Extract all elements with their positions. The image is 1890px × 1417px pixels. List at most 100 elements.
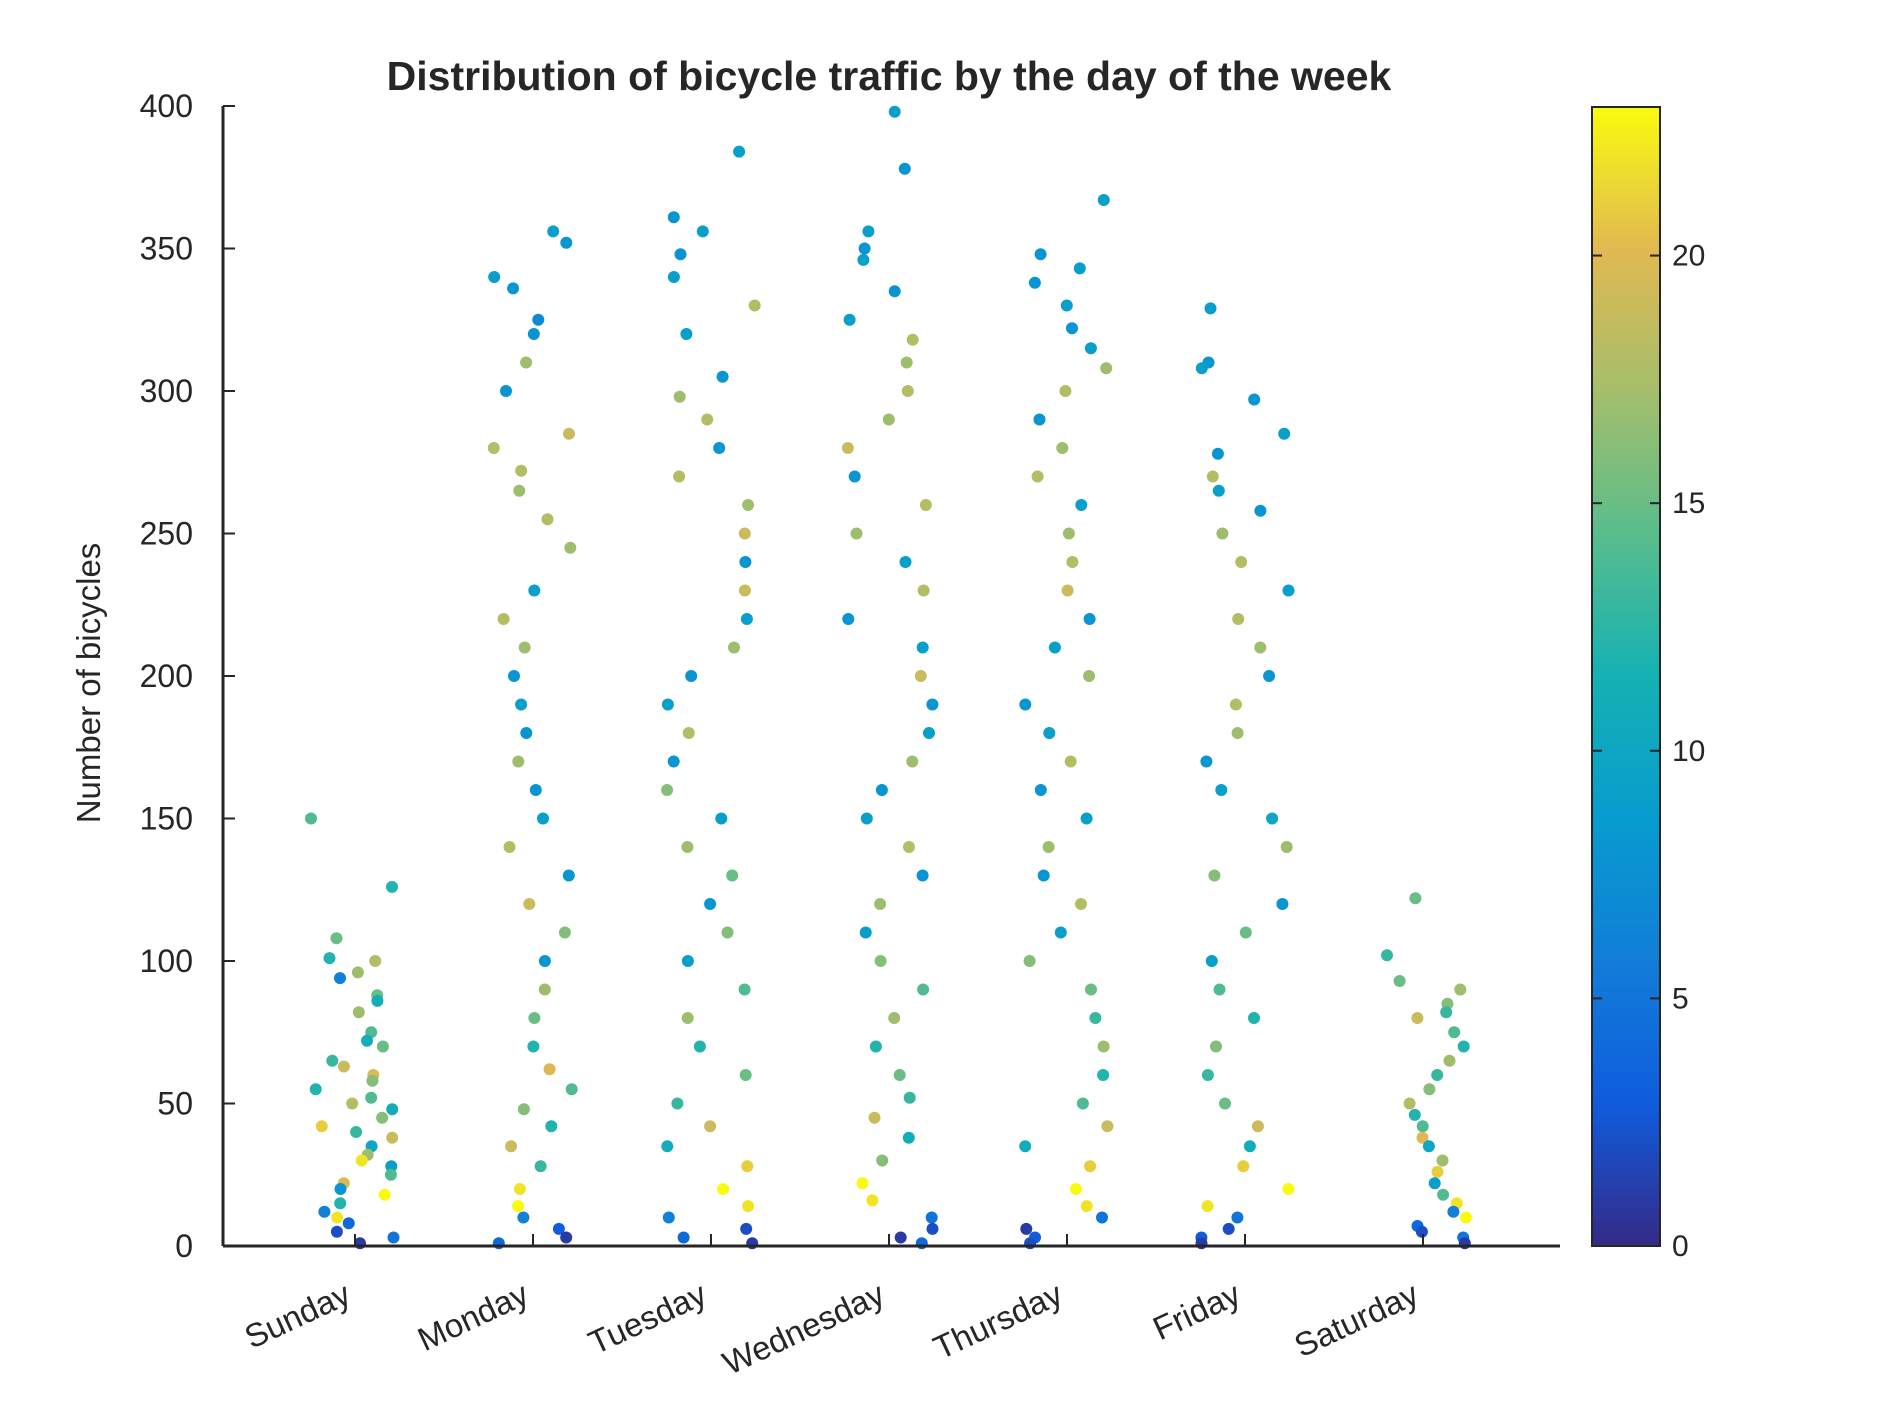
data-point xyxy=(1219,1097,1231,1110)
data-point xyxy=(527,1040,540,1053)
data-point xyxy=(1239,926,1252,939)
data-point xyxy=(1448,1026,1461,1039)
data-point xyxy=(680,328,693,340)
data-point xyxy=(926,1222,939,1235)
data-point xyxy=(1411,1012,1424,1024)
data-point xyxy=(899,556,912,568)
y-tick-label: 300 xyxy=(140,373,193,409)
data-point xyxy=(728,641,740,654)
data-point xyxy=(1028,276,1041,289)
data-point xyxy=(682,727,695,739)
data-point xyxy=(893,1069,906,1081)
data-point xyxy=(862,225,875,238)
data-point xyxy=(906,333,919,346)
data-point xyxy=(898,162,911,175)
y-tick-label: 150 xyxy=(140,801,193,837)
chart-title: Distribution of bicycle traffic by the d… xyxy=(387,53,1392,99)
data-point xyxy=(552,1222,565,1235)
data-point xyxy=(376,1040,389,1053)
data-point xyxy=(1282,1183,1295,1195)
data-point xyxy=(740,1222,753,1235)
data-point xyxy=(1019,698,1032,711)
data-point xyxy=(1254,641,1267,654)
data-point xyxy=(661,1140,674,1153)
data-point xyxy=(520,356,533,369)
data-point xyxy=(1033,413,1046,426)
data-point xyxy=(1431,1165,1444,1178)
data-point xyxy=(1222,1222,1235,1235)
data-point xyxy=(848,470,861,483)
data-point xyxy=(1042,841,1055,853)
data-point xyxy=(547,225,560,238)
data-point xyxy=(528,1012,541,1024)
data-point xyxy=(528,584,541,597)
data-point xyxy=(1393,975,1406,987)
data-point xyxy=(917,983,930,996)
data-point xyxy=(1066,556,1079,568)
data-point xyxy=(513,484,526,497)
data-point xyxy=(1097,194,1110,206)
data-point xyxy=(315,1120,328,1133)
data-point xyxy=(858,242,871,255)
data-point xyxy=(1235,556,1248,568)
data-point xyxy=(914,670,927,682)
data-point xyxy=(334,1183,347,1195)
data-point xyxy=(850,527,863,540)
data-point xyxy=(900,356,913,369)
data-point xyxy=(916,869,929,882)
data-point xyxy=(742,1200,755,1213)
data-point xyxy=(1403,1097,1416,1110)
data-point xyxy=(500,385,512,397)
data-point xyxy=(1089,1012,1102,1024)
colorbar xyxy=(1591,106,1661,1247)
data-point xyxy=(361,1034,373,1047)
data-point xyxy=(538,983,551,996)
data-point xyxy=(693,1040,706,1053)
data-point xyxy=(1408,1108,1421,1121)
data-point xyxy=(876,1154,889,1167)
data-point xyxy=(1460,1211,1472,1224)
data-point xyxy=(331,1211,344,1224)
data-point xyxy=(1248,1012,1260,1024)
data-point xyxy=(1216,527,1229,540)
data-point xyxy=(919,499,932,511)
data-point xyxy=(1381,949,1393,962)
data-point xyxy=(532,313,545,326)
data-point xyxy=(681,841,694,853)
colorbar-tick-label: 10 xyxy=(1672,735,1705,768)
data-point xyxy=(376,1111,389,1124)
data-point xyxy=(906,755,919,768)
data-point xyxy=(677,1231,690,1244)
colorbar-ticks: 0 5 10 15 20 xyxy=(1592,240,1705,1263)
data-point xyxy=(369,955,382,967)
y-axis-ticks: 0 50 100 150 200 250 300 350 400 xyxy=(140,88,235,1264)
data-point xyxy=(507,282,520,295)
data-point xyxy=(901,385,914,397)
data-point xyxy=(558,926,571,939)
data-point xyxy=(841,442,854,454)
data-point xyxy=(661,784,674,796)
data-point xyxy=(1101,1120,1114,1133)
data-point xyxy=(1064,755,1077,768)
scatter-points xyxy=(305,105,1472,1250)
data-point xyxy=(1200,755,1213,768)
data-point xyxy=(386,1131,399,1144)
data-point xyxy=(518,641,531,654)
data-point xyxy=(529,784,542,796)
data-point xyxy=(350,1126,363,1138)
data-point xyxy=(1201,1069,1214,1081)
data-point xyxy=(874,898,887,910)
data-point xyxy=(894,1231,907,1244)
data-point xyxy=(721,926,734,939)
data-point xyxy=(1023,955,1036,967)
data-point xyxy=(497,613,510,625)
data-point xyxy=(1097,1040,1110,1053)
data-point xyxy=(1416,1120,1429,1133)
colorbar-tick-label: 15 xyxy=(1672,487,1705,520)
data-point xyxy=(1454,983,1467,996)
data-point xyxy=(1437,1188,1450,1201)
y-axis-label: Number of bicycles xyxy=(70,543,107,824)
data-point xyxy=(1278,427,1291,440)
data-point xyxy=(903,841,915,853)
